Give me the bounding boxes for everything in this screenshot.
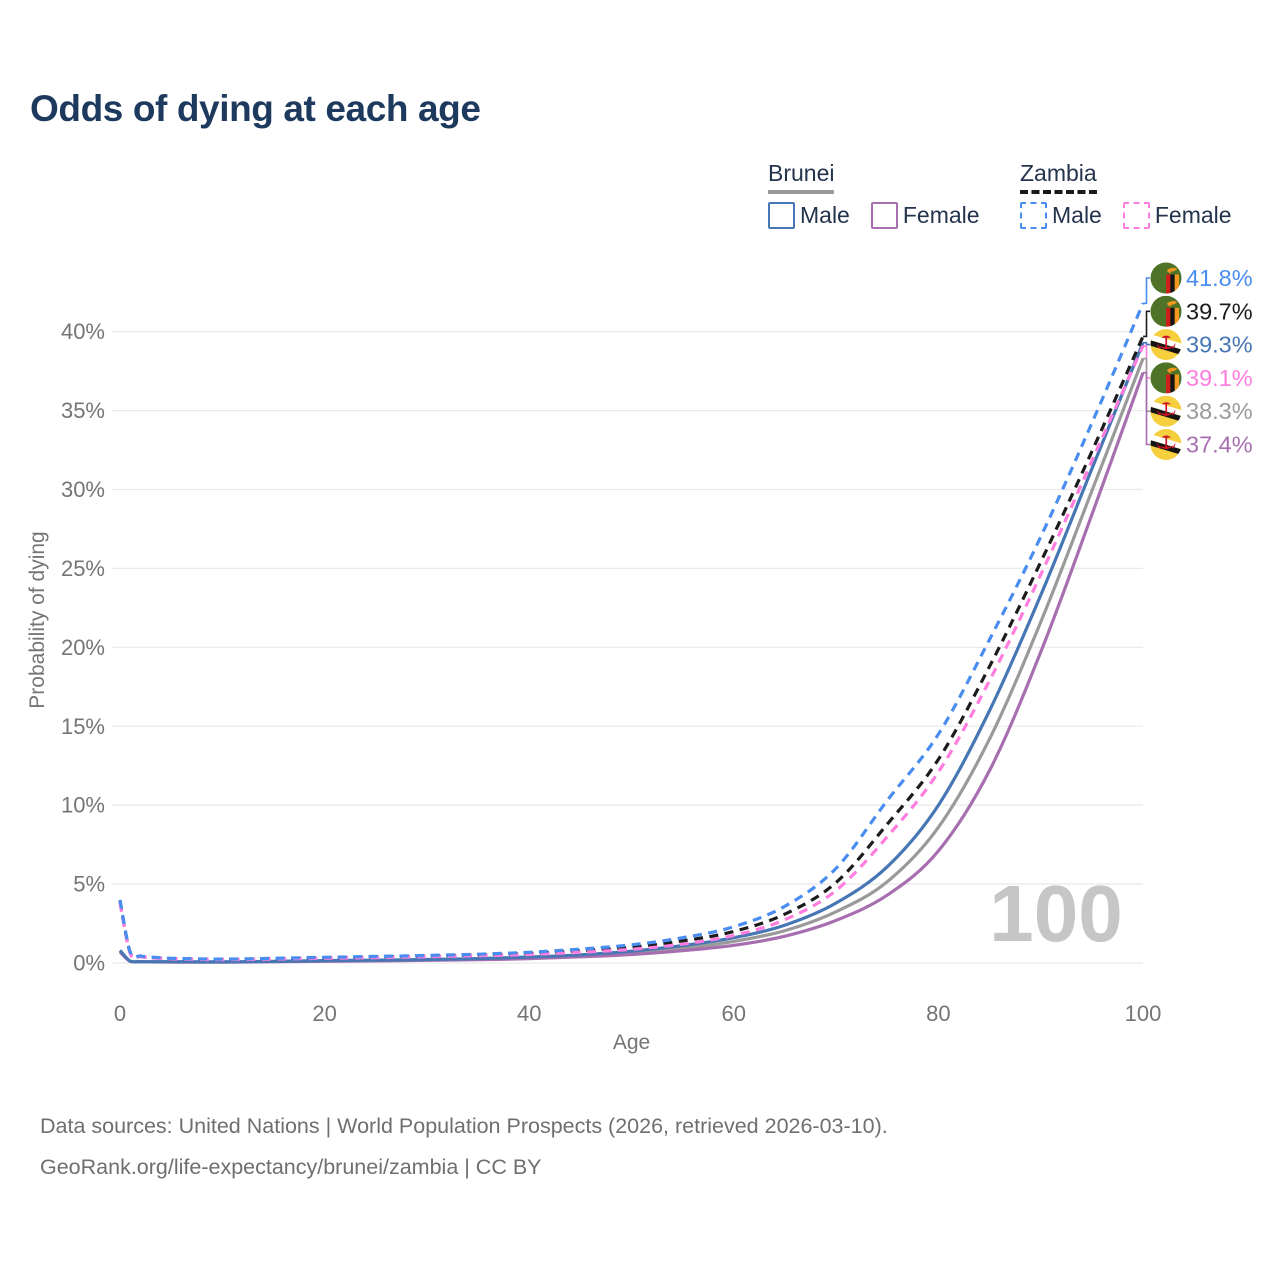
end-label-connector [1143, 371, 1150, 446]
data-sources-line1: Data sources: United Nations | World Pop… [40, 1114, 888, 1138]
brunei-flag-icon [1149, 396, 1184, 427]
y-tick-label: 15% [61, 714, 105, 739]
end-label-connector [1143, 341, 1150, 346]
legend-item-brunei-male[interactable]: Male [768, 202, 850, 229]
y-tick-label: 40% [61, 319, 105, 344]
y-tick-label: 10% [61, 793, 105, 818]
series-line-zambia-male[interactable] [118, 302, 1145, 961]
legend-label-brunei-female: Female [902, 202, 980, 228]
end-label-connector [1143, 277, 1150, 305]
end-label-value-brunei-female: 37.4% [1186, 432, 1253, 458]
series-line-zambia-female[interactable] [118, 345, 1145, 962]
zambia-flag-icon [1151, 362, 1182, 393]
brunei-flag-icon [1149, 329, 1184, 360]
end-label-value-zambia-female: 39.1% [1186, 365, 1253, 391]
watermark-age-counter: 100 [989, 869, 1122, 958]
y-tick-label: 35% [61, 398, 105, 423]
legend-item-zambia-female[interactable]: Female [1122, 202, 1232, 229]
y-tick-label: 30% [61, 477, 105, 502]
legend-label-zambia-female: Female [1154, 202, 1232, 228]
legend-swatch-brunei-female[interactable] [870, 202, 898, 229]
x-tick-label: 60 [722, 1001, 746, 1026]
y-tick-label: 5% [73, 872, 105, 897]
legend-swatch-zambia-female[interactable] [1122, 202, 1150, 229]
series-line-brunei-male[interactable] [118, 342, 1145, 964]
legend-row-zambia: Male Female [1020, 202, 1253, 229]
legend-swatch-zambia-male[interactable] [1020, 202, 1047, 229]
x-tick-label: 40 [517, 1001, 541, 1026]
legend-item-zambia-male[interactable]: Male [1020, 202, 1102, 229]
zambia-flag-icon [1151, 263, 1182, 294]
y-axis-title: Probability of dying [26, 531, 49, 708]
end-label-connector [1143, 310, 1150, 338]
x-tick-label: 100 [1125, 1001, 1162, 1026]
y-tick-label: 20% [61, 635, 105, 660]
brunei-flag-icon [1149, 429, 1184, 460]
data-sources-line2: GeoRank.org/life-expectancy/brunei/zambi… [40, 1155, 542, 1179]
x-tick-label: 0 [114, 1001, 126, 1026]
data-sources: Data sources: United Nations | World Pop… [40, 1106, 888, 1188]
x-tick-label: 80 [926, 1001, 950, 1026]
legend-group-zambia: Zambia Male Female [1020, 160, 1253, 229]
legend-label-zambia-male: Male [1052, 202, 1102, 228]
end-label-value-zambia-male: 41.8% [1186, 265, 1253, 291]
legend-label-brunei-male: Male [800, 202, 850, 228]
legend-swatch-brunei-male[interactable] [768, 202, 795, 229]
y-tick-label: 0% [73, 951, 105, 976]
legend-item-brunei-female[interactable]: Female [870, 202, 980, 229]
end-label-value-brunei-male: 39.3% [1186, 332, 1253, 358]
zambia-flag-icon [1151, 296, 1182, 327]
end-label-value-zambia-both-sexes: 39.7% [1186, 298, 1253, 324]
legend-row-brunei: Male Female [768, 202, 1001, 229]
page-title: Odds of dying at each age [30, 88, 481, 129]
x-tick-label: 20 [312, 1001, 336, 1026]
end-label-value-brunei-both-sexes: 38.3% [1186, 398, 1253, 424]
legend-country-brunei[interactable]: Brunei [768, 160, 835, 194]
y-tick-label: 25% [61, 556, 105, 581]
legend-country-zambia[interactable]: Zambia [1020, 160, 1097, 194]
legend-group-brunei: Brunei Male Female [768, 160, 1001, 229]
x-axis-title: Age [613, 1031, 650, 1054]
